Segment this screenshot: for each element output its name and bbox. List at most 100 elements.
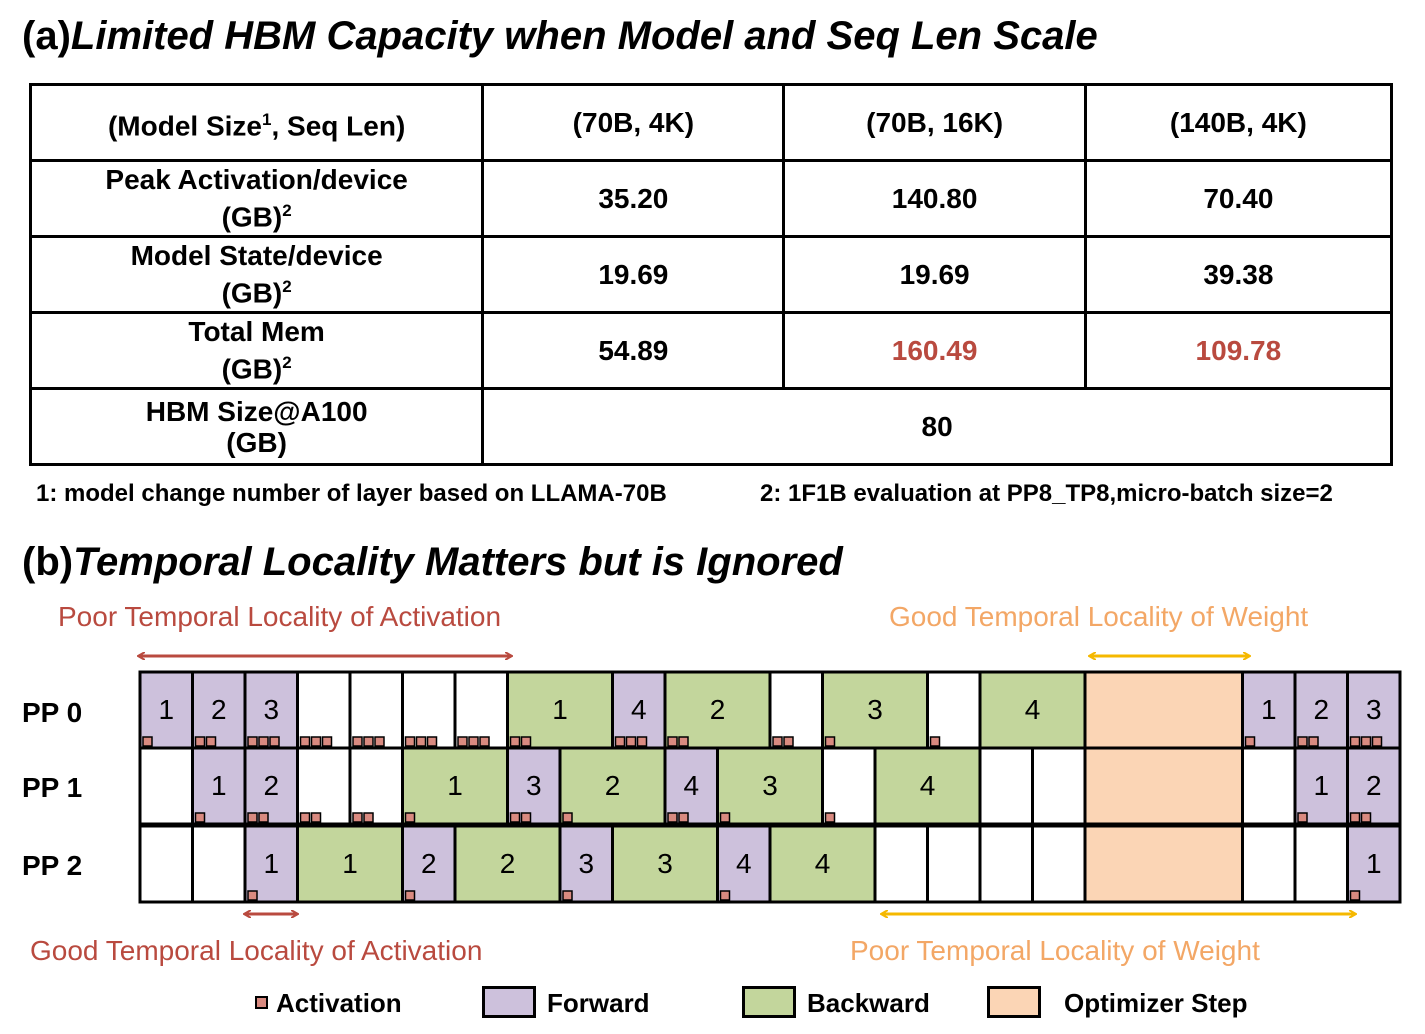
idle-cell — [926, 824, 982, 904]
activation-marker — [772, 736, 783, 747]
activation-marker — [1349, 736, 1361, 747]
legend-forward-swatch — [482, 986, 536, 1018]
table-cell: 70.40 — [1083, 159, 1394, 238]
idle-cell — [296, 746, 352, 826]
microbatch-label: 3 — [526, 770, 542, 801]
row-label: Total Mem (GB)2 — [28, 311, 485, 390]
row-label: Model State/device (GB)2 — [28, 235, 485, 314]
forward-cell — [191, 670, 247, 750]
activation-marker — [719, 890, 731, 901]
activation-marker — [269, 736, 280, 747]
activation-marker — [310, 736, 322, 747]
annotation-good-activation: Good Temporal Locality of Activation — [30, 935, 482, 966]
title-a-prefix: (a) — [22, 14, 71, 58]
pp-label: PP 1 — [22, 772, 82, 803]
idle-cell — [1241, 746, 1297, 826]
microbatch-label: 1 — [263, 848, 279, 879]
activation-marker — [520, 812, 532, 823]
activation-marker — [1244, 736, 1256, 747]
activation-marker — [457, 736, 468, 747]
activation-marker — [404, 812, 416, 823]
idle-cell — [138, 746, 194, 826]
microbatch-label: 3 — [867, 694, 883, 725]
table-row: Model State/device (GB)2 19.69 19.69 39.3… — [28, 235, 1394, 314]
legend-backward-label: Backward — [807, 988, 930, 1018]
table-cell: 54.89 — [481, 311, 786, 390]
legend-activation-label: Activation — [276, 988, 402, 1018]
idle-cell — [1031, 746, 1087, 826]
idle-cell — [873, 824, 929, 904]
microbatch-label: 2 — [710, 694, 726, 725]
microbatch-label: 2 — [1366, 770, 1382, 801]
forward-cell — [243, 670, 299, 750]
backward-cell — [768, 824, 877, 904]
activation-marker — [1371, 736, 1383, 747]
microbatch-label: 2 — [500, 848, 516, 879]
activation-marker — [468, 736, 479, 747]
activation-marker — [824, 736, 836, 747]
microbatch-label: 4 — [736, 848, 752, 879]
activation-marker — [142, 736, 153, 747]
annotation-poor-activation: Poor Temporal Locality of Activation — [58, 601, 501, 632]
title-a: (a)Limited HBM Capacity when Model and S… — [22, 16, 1098, 56]
col-header: (70B, 16K) — [782, 83, 1087, 162]
activation-marker — [1360, 736, 1372, 747]
header-label-cell: (Model Size1, Seq Len) — [28, 83, 485, 162]
activation-marker — [404, 736, 416, 747]
idle-cell — [1031, 824, 1087, 904]
hbm-capacity-table: (Model Size1, Seq Len) (70B, 4K) (70B, 1… — [28, 83, 1394, 466]
title-b-text: Temporal Locality Matters but is Ignored — [73, 540, 843, 584]
activation-marker — [352, 736, 363, 747]
activation-marker — [783, 736, 794, 747]
title-b: (b)Temporal Locality Matters but is Igno… — [22, 542, 843, 582]
idle-cell — [1241, 824, 1297, 904]
activation-marker — [404, 890, 416, 901]
idle-cell — [768, 670, 824, 750]
microbatch-label: 4 — [920, 770, 936, 801]
idle-cell — [138, 824, 194, 904]
activation-marker — [625, 736, 637, 747]
activation-marker — [1297, 736, 1308, 747]
backward-cell — [401, 746, 509, 826]
idle-cell — [978, 824, 1034, 904]
activation-marker — [247, 736, 258, 747]
activation-marker — [258, 736, 269, 747]
legend-optimizer-label: Optimizer Step — [1064, 988, 1248, 1018]
table-header-row: (Model Size1, Seq Len) (70B, 4K) (70B, 1… — [28, 83, 1394, 162]
activation-marker — [205, 736, 217, 747]
microbatch-label: 1 — [1366, 848, 1382, 879]
microbatch-label: 1 — [158, 694, 174, 725]
row-label: Peak Activation/device (GB)2 — [28, 159, 485, 238]
microbatch-label: 2 — [263, 770, 279, 801]
title-b-prefix: (b) — [22, 540, 74, 584]
pp-label: PP 2 — [22, 850, 82, 881]
activation-marker — [194, 812, 206, 823]
table-cell: 19.69 — [481, 235, 786, 314]
table-cell-over-capacity: 160.49 — [782, 311, 1087, 390]
activation-marker — [636, 736, 648, 747]
microbatch-label: 4 — [1025, 694, 1041, 725]
microbatch-label: 1 — [211, 770, 227, 801]
activation-marker — [299, 812, 311, 823]
activation-marker — [194, 736, 206, 747]
activation-marker — [562, 812, 573, 823]
optimizer-step-cell — [1083, 746, 1244, 826]
table-row: Peak Activation/device (GB)2 35.20 140.80… — [28, 159, 1394, 238]
forward-cell — [663, 746, 719, 826]
activation-marker — [719, 812, 731, 823]
table-cell-over-capacity: 109.78 — [1083, 311, 1394, 390]
microbatch-label: 1 — [447, 770, 463, 801]
table-cell: 19.69 — [782, 235, 1087, 314]
legend-forward-label: Forward — [547, 988, 650, 1018]
microbatch-label: 3 — [263, 694, 279, 725]
col-header: (140B, 4K) — [1083, 83, 1394, 162]
legend-backward-swatch — [742, 986, 796, 1018]
microbatch-label: 3 — [762, 770, 778, 801]
table-row: Total Mem (GB)2 54.89 160.49 109.78 — [28, 311, 1394, 390]
microbatch-label: 4 — [683, 770, 699, 801]
activation-marker — [321, 736, 333, 747]
footnote-1: 1: model change number of layer based on… — [36, 480, 667, 507]
forward-cell — [138, 670, 194, 750]
forward-cell — [558, 824, 614, 904]
activation-marker — [678, 736, 689, 747]
